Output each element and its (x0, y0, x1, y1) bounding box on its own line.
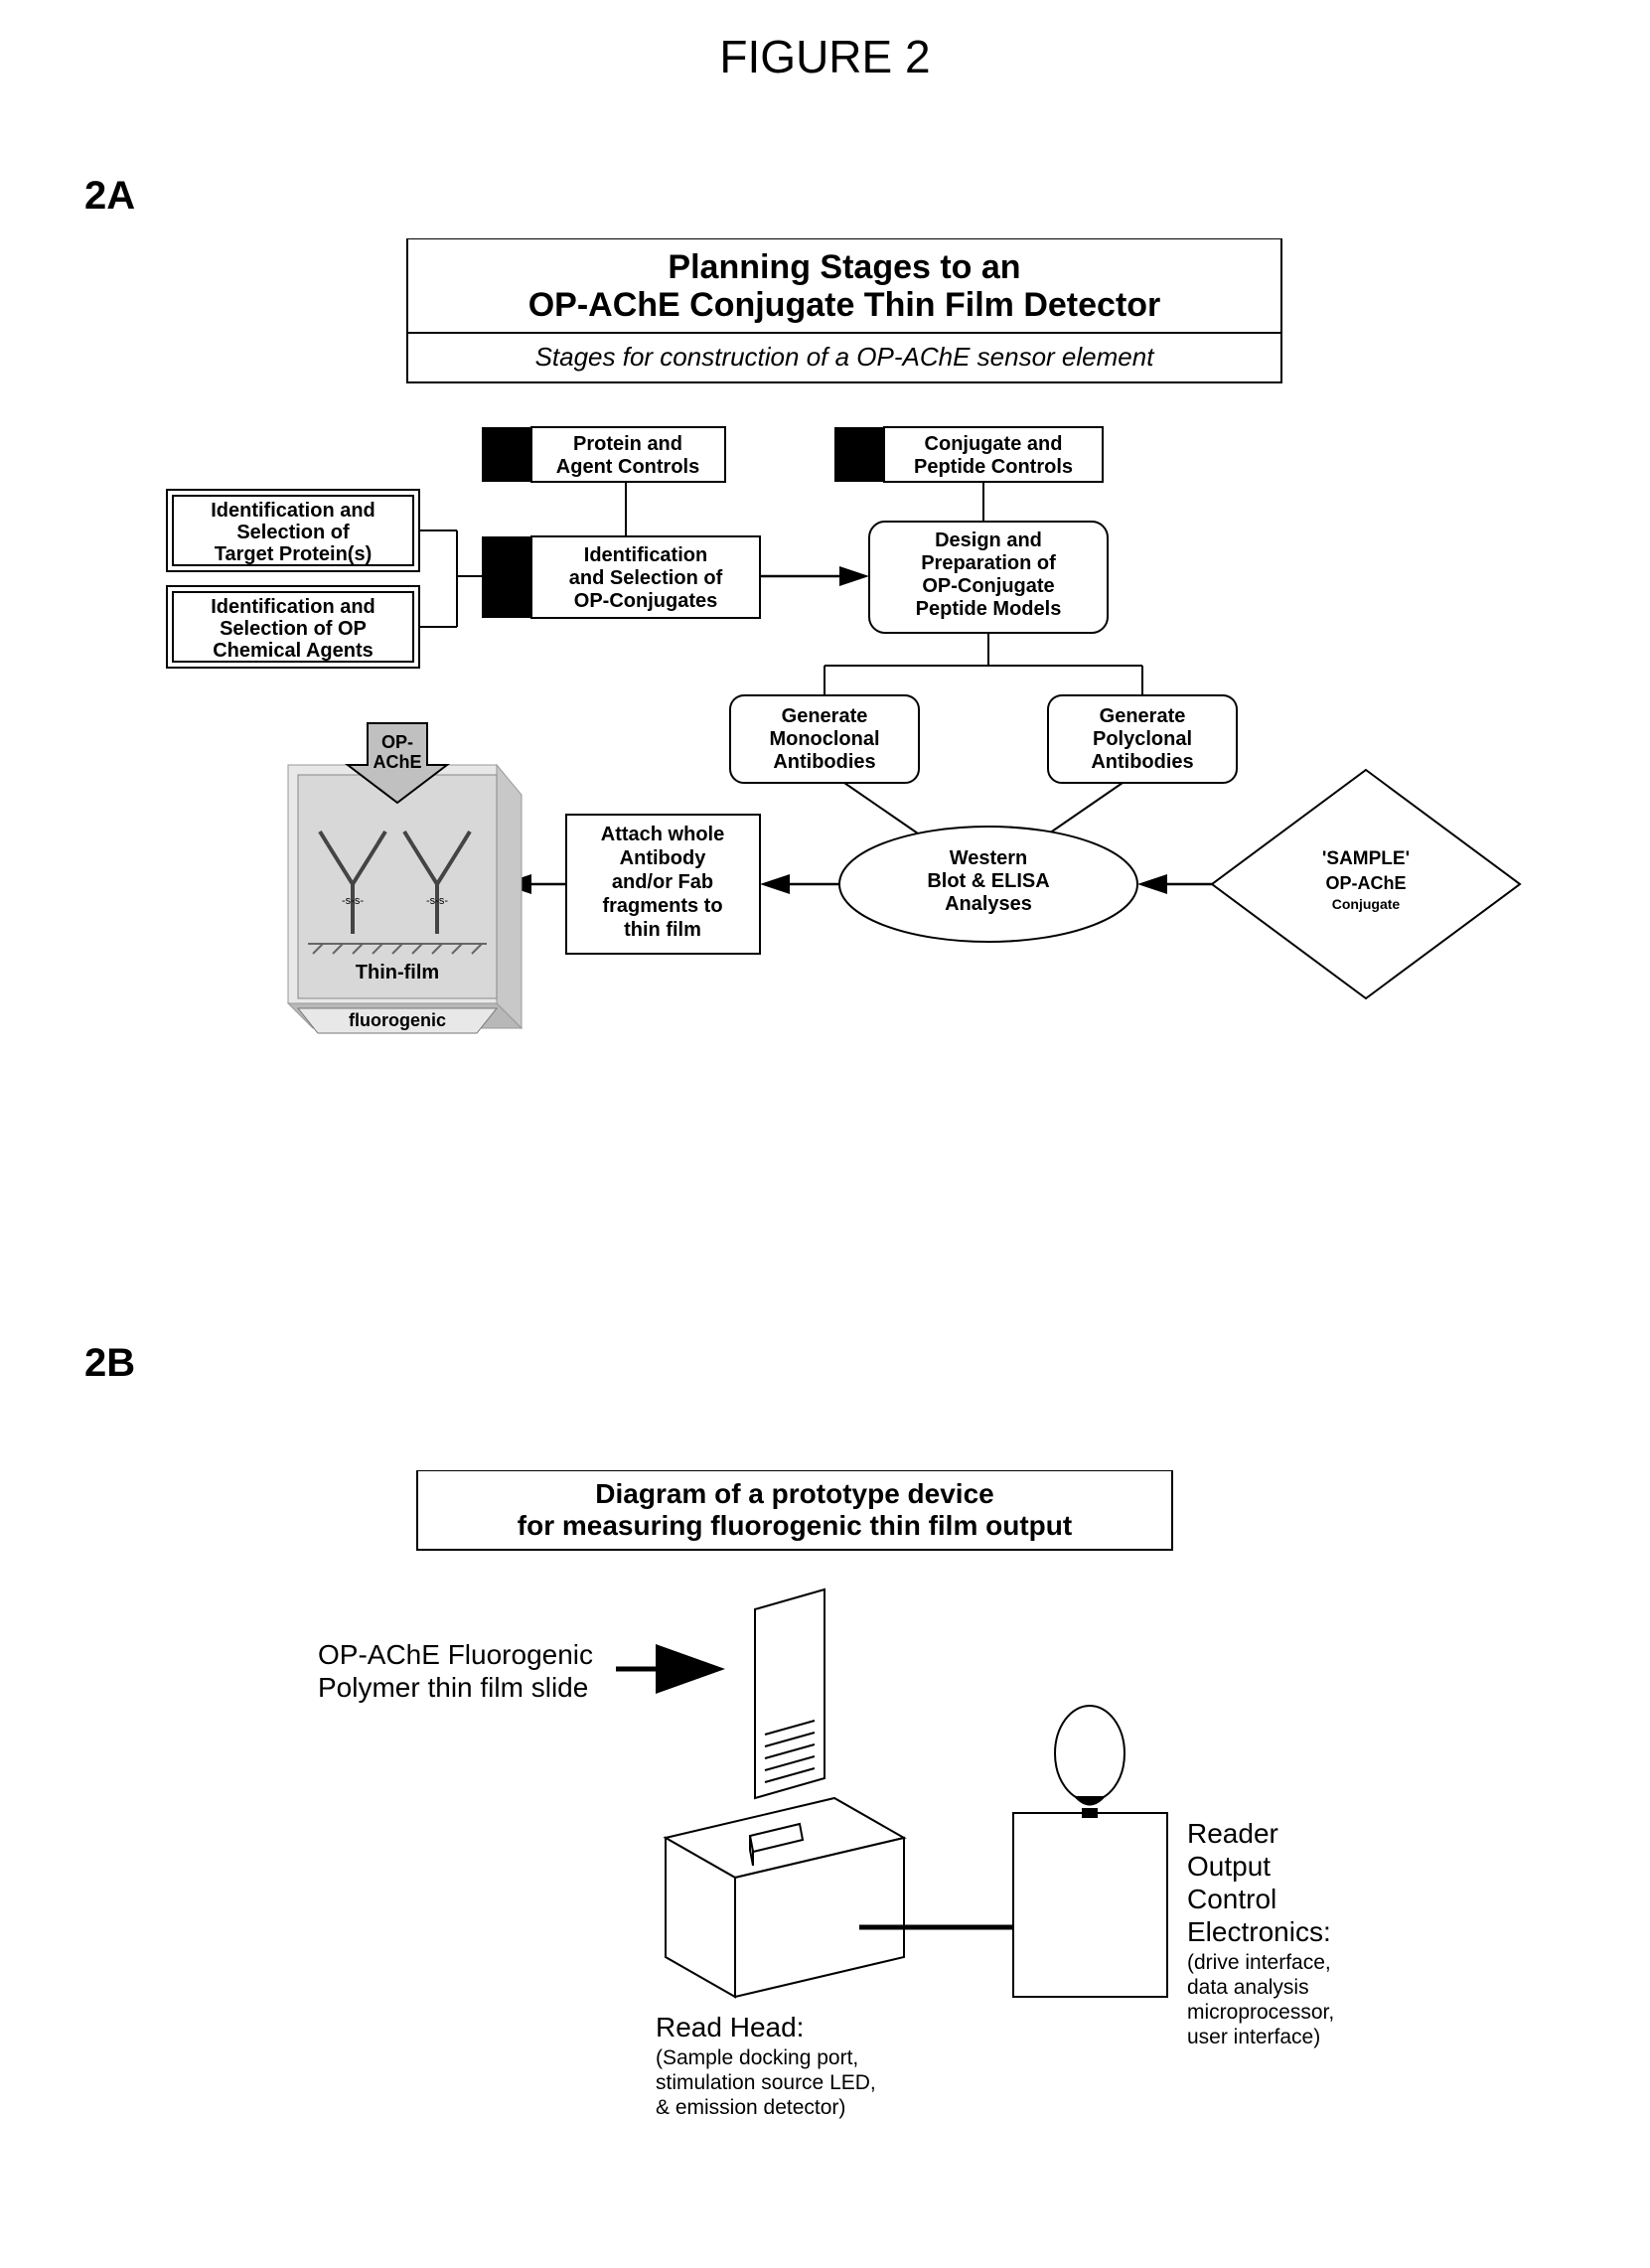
black-box-3 (482, 536, 531, 618)
id-op-conj-l1: Identification (584, 544, 707, 566)
black-box-2 (834, 427, 884, 482)
reader-box-graphic (1013, 1706, 1167, 1997)
western-l1: Western (950, 847, 1028, 869)
conj-peptide-l1: Conjugate and (925, 433, 1063, 455)
protein-agent-l1: Protein and (573, 433, 682, 455)
thin-film-label: Thin-film (356, 962, 439, 983)
label-2b: 2B (84, 1341, 135, 1386)
reader-l2: Output (1187, 1851, 1271, 1882)
design-prep-l1: Design and (935, 529, 1042, 551)
attach-l5: thin film (624, 919, 701, 941)
attach-l1: Attach whole (601, 824, 724, 845)
sample-l2: OP-AChE (1326, 873, 1407, 893)
reader-sub-l1: (drive interface, (1187, 1951, 1331, 1974)
reader-sub-l2: data analysis (1187, 1976, 1309, 1999)
id-op-conj-l3: OP-Conjugates (574, 590, 717, 612)
reader-l4: Electronics: (1187, 1916, 1331, 1947)
id-target-l2: Selection of (236, 522, 350, 543)
panel-b-title-l1: Diagram of a prototype device (595, 1478, 993, 1509)
attach-l4: fragments to (602, 895, 722, 917)
sample-l1: 'SAMPLE' (1322, 848, 1410, 869)
gen-poly-l3: Antibodies (1091, 751, 1193, 773)
svg-text:-s-s-: -s-s- (426, 895, 448, 907)
readhead-l1: (Sample docking port, (656, 2046, 858, 2069)
slide-graphic (755, 1589, 825, 1798)
slide-l1: OP-AChE Fluorogenic (318, 1639, 593, 1670)
black-box-1 (482, 427, 531, 482)
gen-poly-l2: Polyclonal (1093, 728, 1192, 750)
panel-b-diagram: Diagram of a prototype device for measur… (298, 1470, 1391, 2186)
attach-l2: Antibody (620, 847, 707, 869)
read-head-graphic (666, 1798, 904, 1997)
figure-title: FIGURE 2 (0, 30, 1650, 83)
svg-text:-s-s-: -s-s- (342, 895, 364, 907)
thin-film-block: OP- AChE -s-s- -s-s- (288, 723, 522, 1033)
readhead-l2: stimulation source LED, (656, 2071, 876, 2094)
subtitle: Stages for construction of a OP-AChE sen… (535, 342, 1156, 372)
reader-sub-l3: microprocessor, (1187, 2001, 1334, 2024)
page: FIGURE 2 2A 2B Planning Stages to an OP-… (0, 0, 1650, 2268)
id-target-l3: Target Protein(s) (215, 543, 373, 565)
western-l2: Blot & ELISA (927, 870, 1049, 892)
fluorogenic-label: fluorogenic (349, 1010, 446, 1030)
western-l3: Analyses (945, 893, 1032, 915)
panel-a-flowchart: Planning Stages to an OP-AChE Conjugate … (129, 238, 1550, 1232)
op-ache-l2: AChE (374, 752, 422, 772)
id-op-agents-l3: Chemical Agents (213, 640, 374, 662)
reader-l1: Reader (1187, 1818, 1278, 1849)
gen-mono-l2: Monoclonal (769, 728, 879, 750)
id-op-agents-l2: Selection of OP (220, 618, 367, 640)
readhead-l3: & emission detector) (656, 2096, 845, 2119)
conj-peptide-l2: Peptide Controls (914, 456, 1073, 478)
sample-l3: Conjugate (1332, 896, 1401, 912)
id-op-conj-l2: and Selection of (569, 567, 723, 589)
op-ache-l1: OP- (381, 732, 413, 752)
attach-l3: and/or Fab (612, 871, 713, 893)
reader-l3: Control (1187, 1884, 1276, 1914)
design-prep-l3: OP-Conjugate (922, 575, 1054, 597)
readhead-title: Read Head: (656, 2012, 804, 2042)
design-prep-l4: Peptide Models (916, 598, 1062, 620)
id-op-agents-l1: Identification and (211, 596, 375, 618)
id-target-l1: Identification and (211, 500, 375, 522)
title-line2: OP-AChE Conjugate Thin Film Detector (528, 286, 1161, 324)
title-line1: Planning Stages to an (668, 248, 1020, 286)
gen-poly-l1: Generate (1100, 705, 1186, 727)
panel-b-title-l2: for measuring fluorogenic thin film outp… (518, 1510, 1072, 1541)
reader-sub-l4: user interface) (1187, 2026, 1320, 2048)
design-prep-l2: Preparation of (921, 552, 1056, 574)
label-2a: 2A (84, 174, 135, 219)
gen-mono-l1: Generate (782, 705, 868, 727)
slide-l2: Polymer thin film slide (318, 1672, 588, 1703)
gen-mono-l3: Antibodies (773, 751, 875, 773)
protein-agent-l2: Agent Controls (556, 456, 699, 478)
